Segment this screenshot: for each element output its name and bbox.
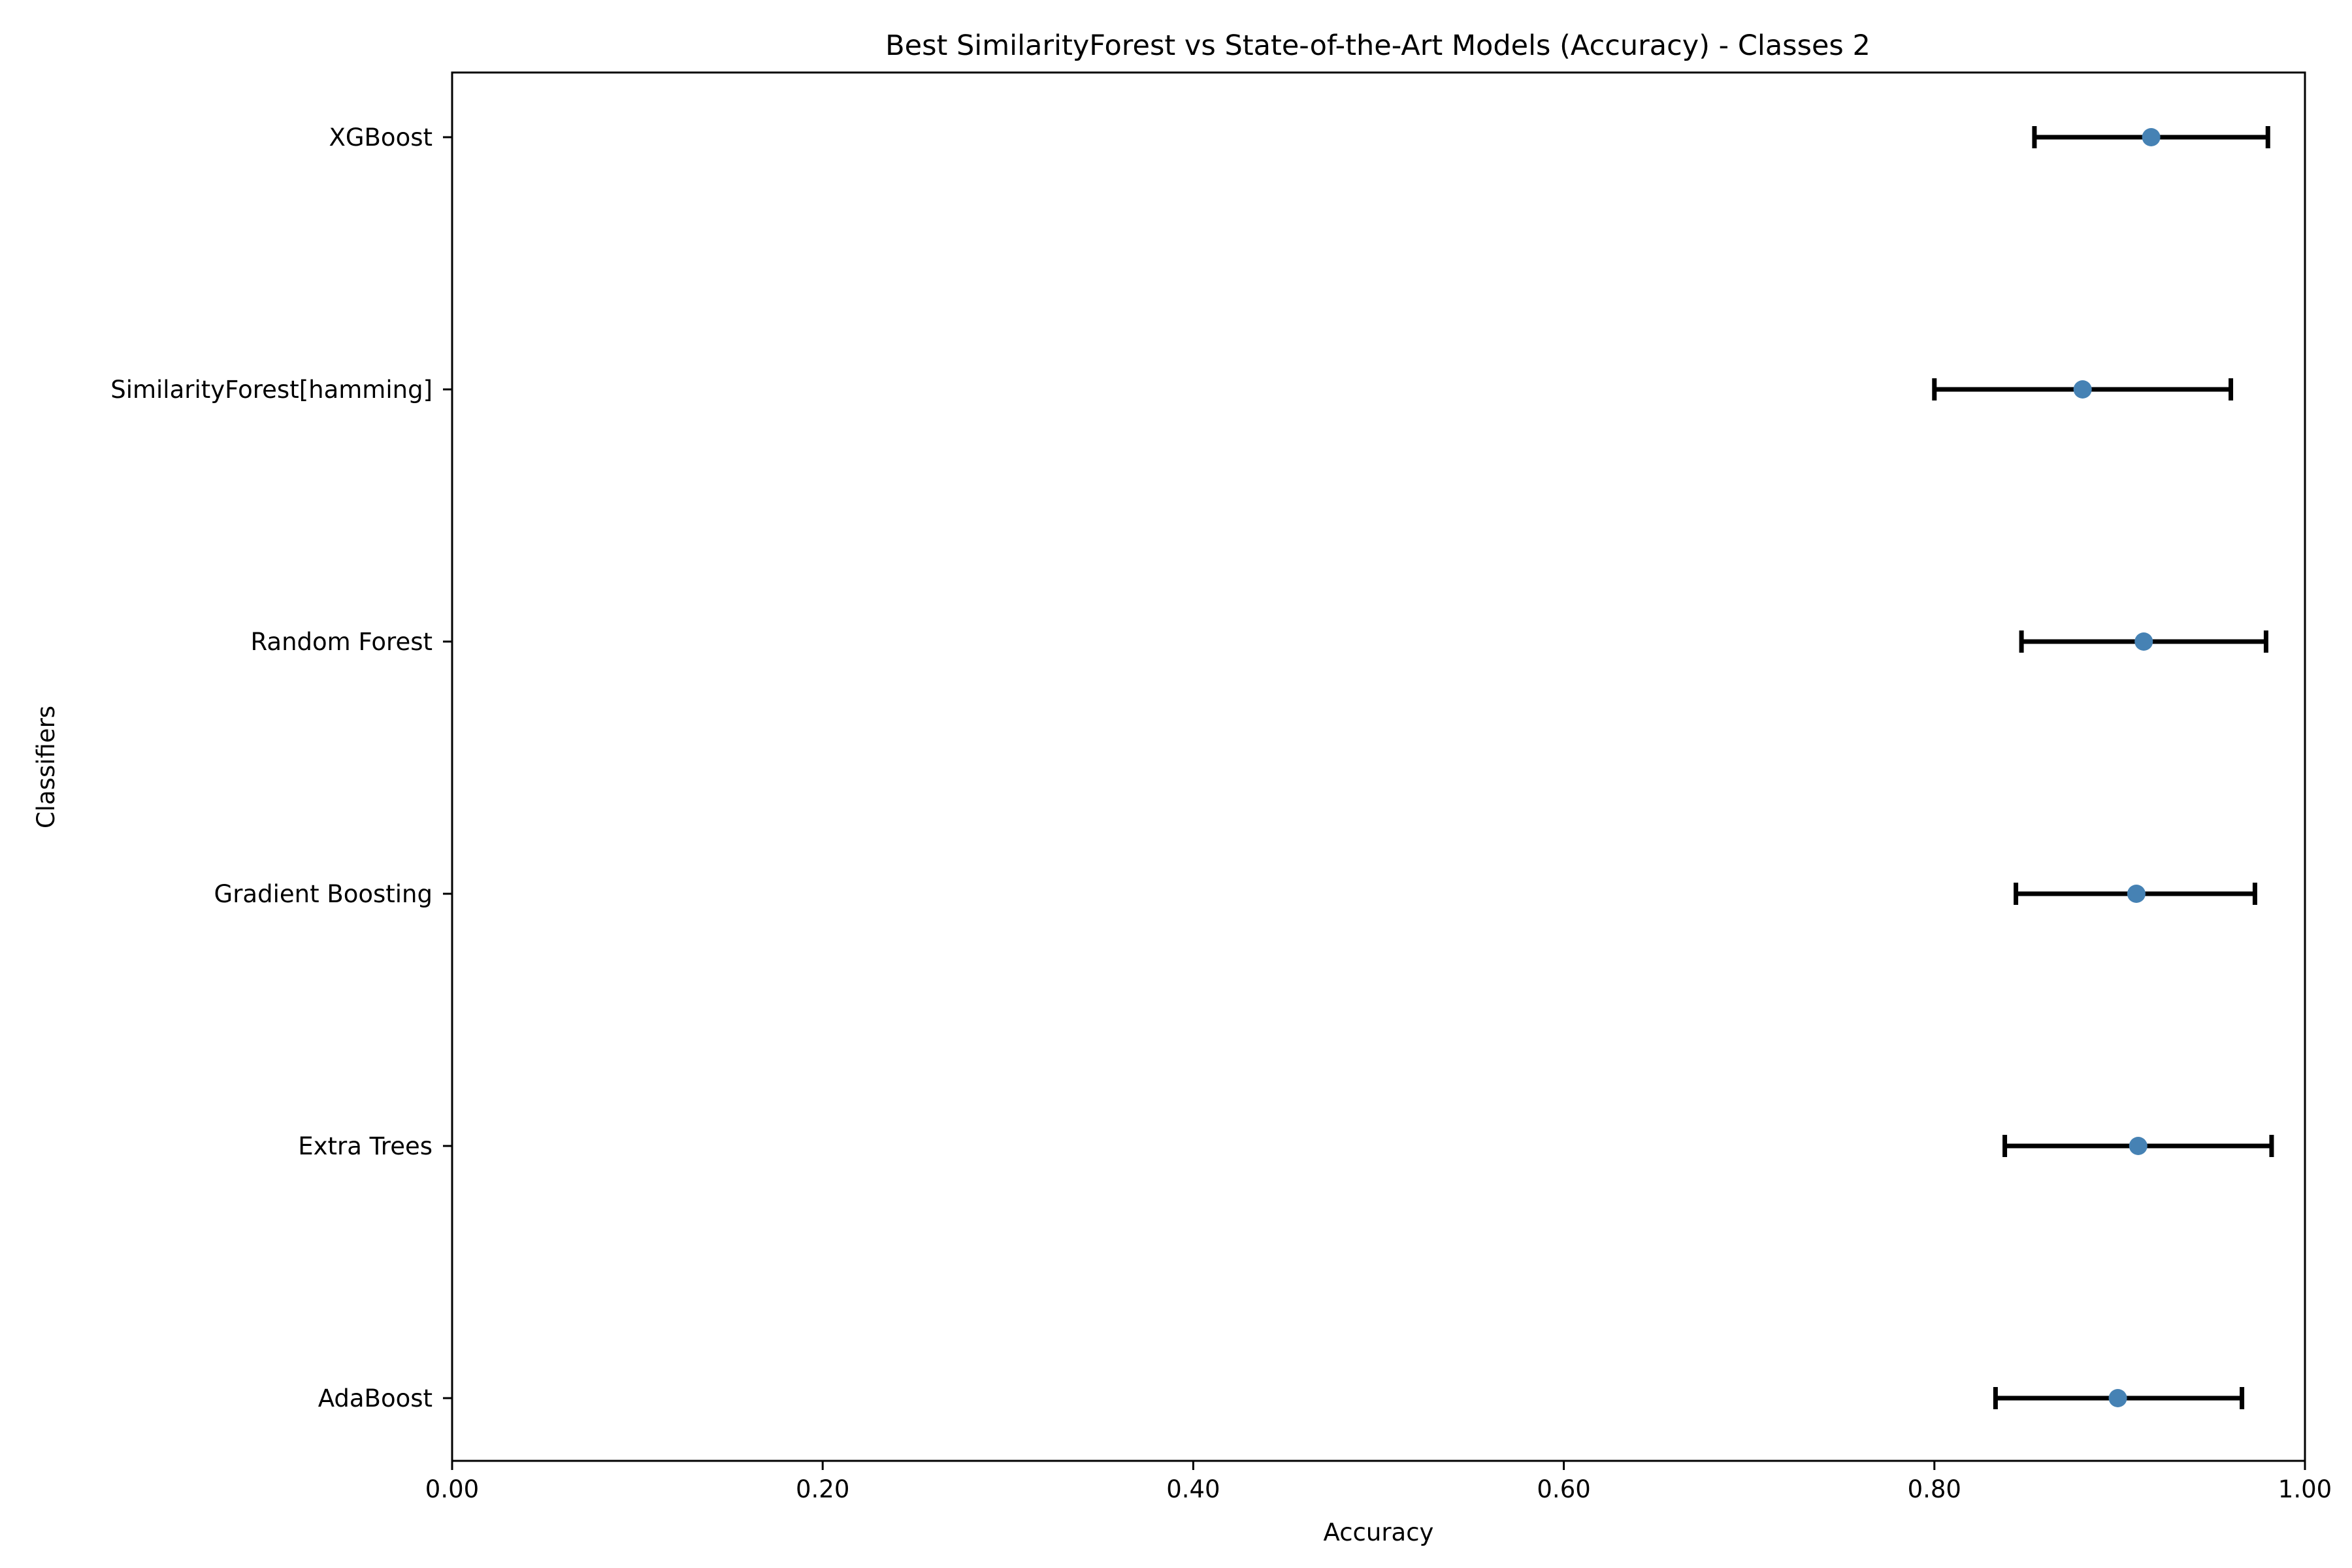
y-tick-label: SimilarityForest[hamming] xyxy=(110,376,433,404)
data-point xyxy=(2073,380,2092,399)
data-point xyxy=(2134,632,2153,651)
y-axis-label: Classifiers xyxy=(32,706,60,828)
data-point xyxy=(2127,885,2146,903)
x-tick-label: 0.00 xyxy=(425,1475,479,1503)
y-tick-label: Extra Trees xyxy=(298,1132,433,1160)
data-point xyxy=(2108,1389,2127,1407)
x-tick-label: 0.60 xyxy=(1537,1475,1590,1503)
x-tick-label: 1.00 xyxy=(2278,1475,2332,1503)
x-tick-label: 0.20 xyxy=(796,1475,849,1503)
y-tick-label: Random Forest xyxy=(251,628,433,656)
y-tick-label: AdaBoost xyxy=(318,1384,433,1413)
x-tick-label: 0.80 xyxy=(1908,1475,1961,1503)
x-tick-label: 0.40 xyxy=(1166,1475,1220,1503)
y-tick-label: Gradient Boosting xyxy=(214,880,433,908)
data-point xyxy=(2129,1137,2148,1155)
plot-area: 0.00 0.20 0.40 0.60 0.80 1.00 AdaBoost Extra Tr… xyxy=(110,123,2332,1503)
axes-frame xyxy=(451,71,2306,1462)
y-tick-label: XGBoost xyxy=(329,123,433,152)
chart-title: Best SimilarityForest vs State-of-the-Ar… xyxy=(885,29,1870,62)
data-point xyxy=(2142,128,2161,146)
x-axis-label: Accuracy xyxy=(1324,1518,1434,1546)
